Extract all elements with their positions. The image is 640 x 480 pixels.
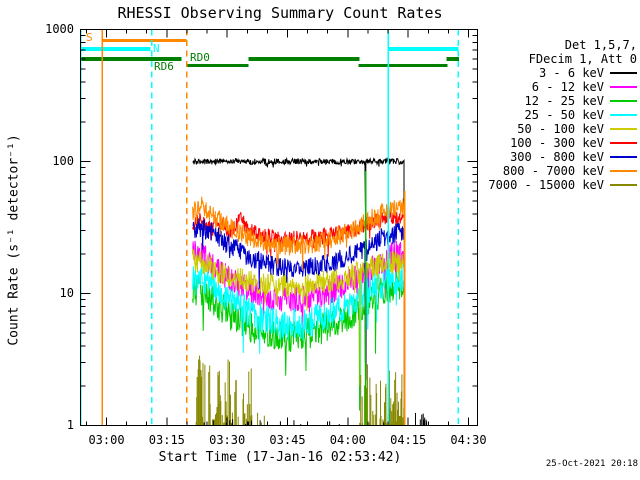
legend-entry-label: 7000 - 15000 keV	[488, 178, 604, 192]
flag-bar-rd6	[358, 64, 448, 67]
legend-entry: 50 - 100 keV	[488, 122, 637, 136]
y-tick-label: 1000	[45, 21, 74, 36]
x-tick-label: 03:30	[209, 433, 246, 447]
legend-line-sample	[610, 128, 637, 130]
flag-label-rd6: RD6	[154, 60, 174, 73]
x-tick-label: 03:15	[148, 433, 185, 447]
x-tick-label: 04:00	[329, 433, 366, 447]
legend-entry: 12 - 25 keV	[488, 94, 637, 108]
legend-entry: 7000 - 15000 keV	[488, 178, 637, 192]
creation-timestamp: 25-Oct-2021 20:18	[545, 459, 638, 469]
legend-line-sample	[610, 184, 637, 186]
legend-entry: 25 - 50 keV	[488, 108, 637, 122]
legend-line-sample	[610, 72, 637, 74]
flag-label-night: N	[153, 42, 160, 55]
x-tick-label: 04:15	[390, 433, 427, 447]
flag-bar-s	[102, 39, 187, 42]
event-lines	[79, 29, 460, 426]
legend-entry-label: 12 - 25 keV	[524, 94, 604, 108]
legend-entry: 6 - 12 keV	[488, 80, 637, 94]
legend-line-sample	[610, 100, 637, 102]
legend-entry-label: 50 - 100 keV	[517, 122, 604, 136]
legend-entries: 3 - 6 keV 6 - 12 keV 12 - 25 keV 25 - 50 ke…	[488, 66, 637, 192]
legend-line-sample	[610, 170, 637, 172]
legend-entry: 800 - 7000 keV	[488, 164, 637, 178]
legend-detectors: Det 1,5,7,	[564, 38, 637, 52]
page-title: RHESSI Observing Summary Count Rates	[117, 4, 443, 22]
flag-bar-rd0	[446, 57, 459, 61]
x-tick-label: 03:00	[88, 433, 125, 447]
flag-bar-n	[388, 47, 459, 51]
legend-entry-label: 100 - 300 keV	[510, 136, 604, 150]
legend-entry-label: 25 - 50 keV	[524, 108, 604, 122]
curve-800-7000keV	[192, 196, 405, 424]
curve-3-6keV	[192, 156, 405, 424]
flag-label-saa: S	[86, 31, 93, 44]
axes	[80, 29, 478, 426]
legend-entry: 100 - 300 keV	[488, 136, 637, 150]
x-axis-label: Start Time (17-Jan-16 02:53:42)	[158, 450, 402, 465]
y-tick-label: 100	[52, 153, 74, 168]
data-curves	[192, 156, 405, 424]
y-axis-label: Count Rate (s⁻¹ detector⁻¹)	[6, 134, 22, 346]
legend-entry-label: 800 - 7000 keV	[502, 164, 604, 178]
flag-bar-rd0	[248, 57, 360, 61]
curve-50-100keV	[192, 248, 405, 424]
flag-bar-rd6	[186, 64, 249, 67]
legend: Det 1,5,7, FDecim 1, Att 0 3 - 6 keV 6 - …	[488, 38, 637, 192]
burst-spikes	[195, 355, 428, 426]
legend-entry: 3 - 6 keV	[488, 66, 637, 80]
legend-entry-label: 6 - 12 keV	[531, 80, 604, 94]
legend-line-sample	[610, 142, 637, 144]
legend-entry: 300 - 800 keV	[488, 150, 637, 164]
legend-line-sample	[610, 114, 637, 116]
curve-300-800keV	[192, 218, 405, 424]
legend-line-sample	[610, 86, 637, 88]
curve-25-50keV	[192, 261, 405, 424]
y-tick-label: 10	[59, 285, 74, 300]
x-tick-label: 04:30	[450, 433, 487, 447]
legend-line-sample	[610, 156, 637, 158]
flag-bar-n	[80, 47, 151, 51]
flag-bar-rd0	[80, 57, 182, 61]
flag-label-rd0: RD0	[190, 51, 210, 64]
flag-bars	[80, 39, 459, 67]
x-tick-label: 03:45	[269, 433, 306, 447]
legend-fdecim: FDecim 1, Att 0	[528, 52, 637, 66]
legend-entry-label: 3 - 6 keV	[538, 66, 604, 80]
legend-entry-label: 300 - 800 keV	[510, 150, 604, 164]
plot-frame	[80, 29, 478, 426]
y-tick-label: 1	[66, 417, 74, 432]
